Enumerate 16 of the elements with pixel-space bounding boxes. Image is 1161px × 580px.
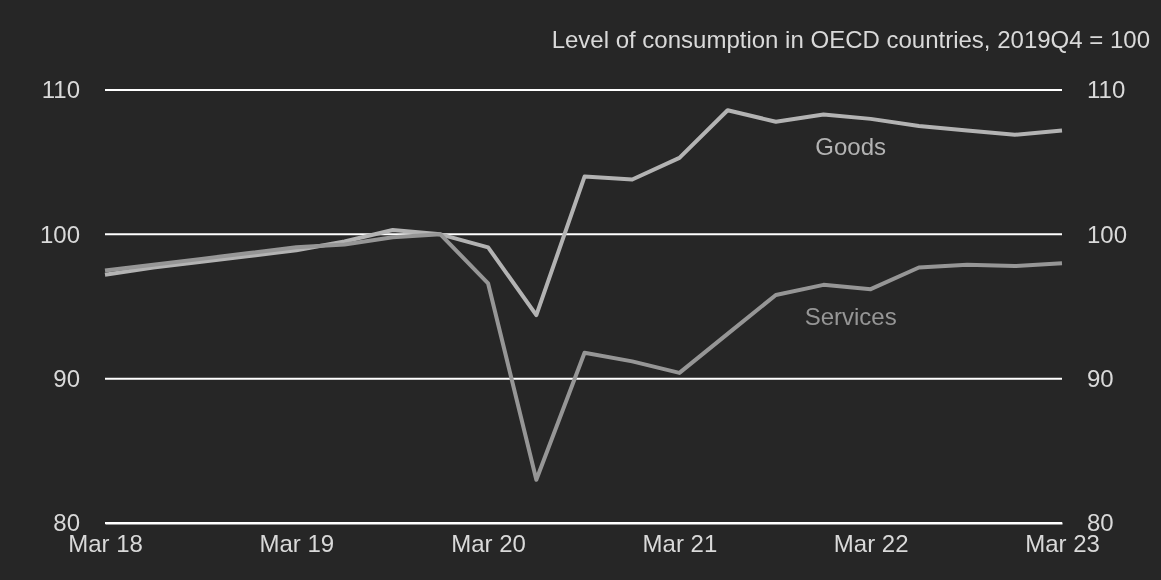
y2-tick-label: 110 bbox=[1087, 76, 1126, 104]
x-tick-label: Mar 22 bbox=[833, 530, 909, 558]
line-series bbox=[103, 232, 1064, 482]
y-tick-label: 90 bbox=[53, 364, 80, 392]
y2-tick-label: 100 bbox=[1087, 220, 1128, 248]
y-tick-label: 100 bbox=[39, 220, 80, 248]
x-tick-label: Mar 23 bbox=[1025, 530, 1100, 558]
y2-tick-label: 90 bbox=[1087, 364, 1114, 392]
series-label: Goods bbox=[815, 132, 887, 160]
chart-title: Level of consumption in OECD countries, 2019Q4 = 100 bbox=[551, 26, 1150, 53]
x-tick-label: Mar 19 bbox=[259, 530, 335, 558]
y-tick-label: 110 bbox=[41, 76, 80, 104]
x-tick-label: Mar 18 bbox=[68, 530, 143, 558]
series-label: Services bbox=[804, 303, 897, 331]
x-tick-label: Mar 20 bbox=[451, 530, 526, 558]
x-tick-label: Mar 21 bbox=[642, 530, 718, 558]
